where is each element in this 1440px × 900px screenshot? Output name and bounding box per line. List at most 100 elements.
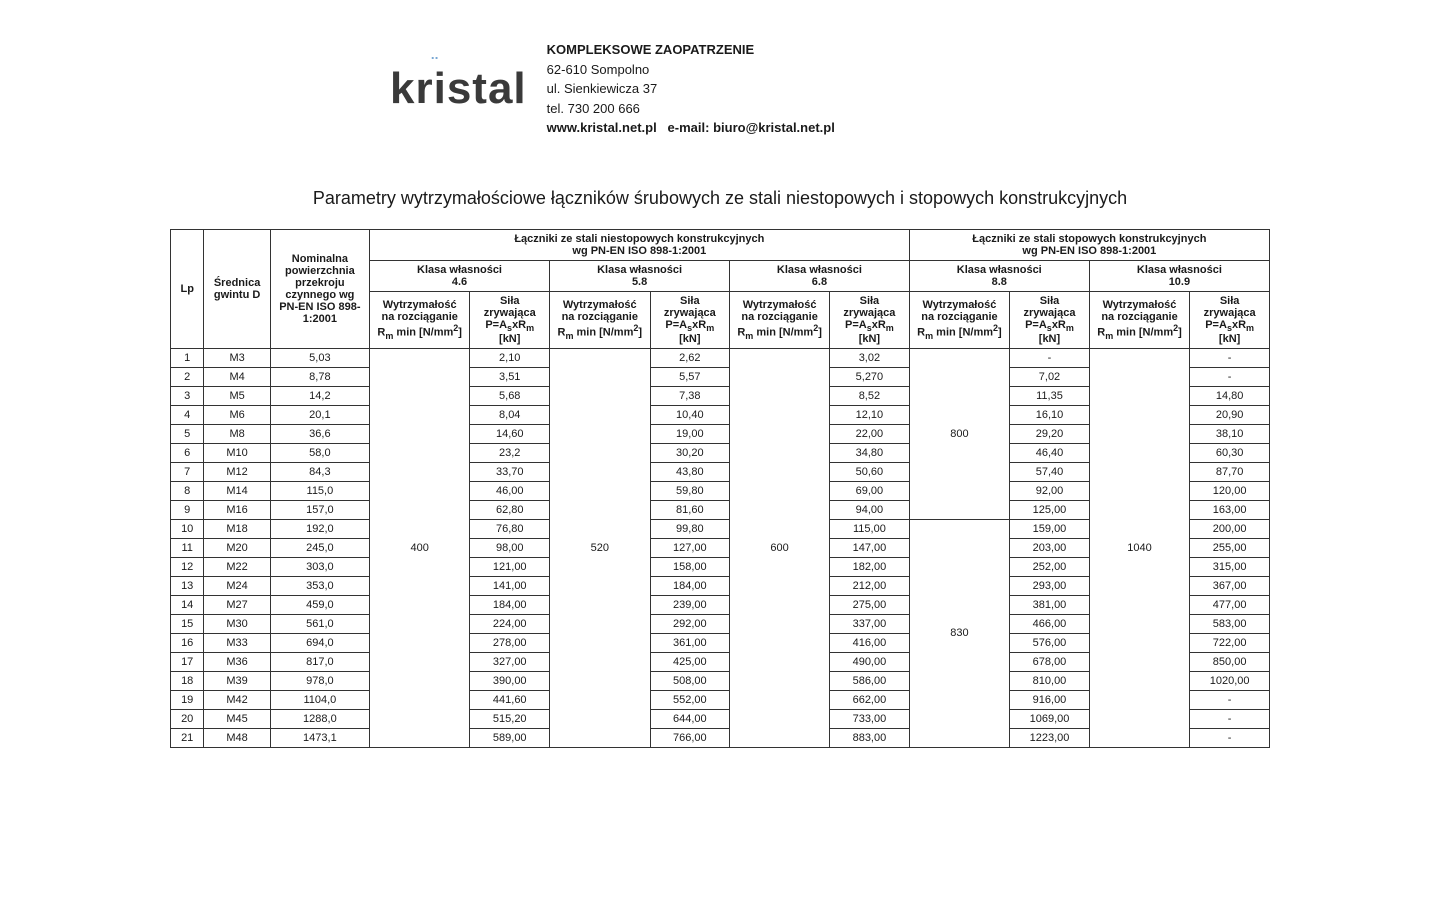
cell-lp: 6: [171, 443, 204, 462]
cell-p109: 20,90: [1190, 405, 1270, 424]
cell-diameter: M10: [204, 443, 270, 462]
cell-p109: 200,00: [1190, 519, 1270, 538]
cell-p88: 678,00: [1010, 652, 1090, 671]
cell-p68: 34,80: [830, 443, 910, 462]
cell-p68: 22,00: [830, 424, 910, 443]
cell-diameter: M14: [204, 481, 270, 500]
cell-p109: -: [1190, 690, 1270, 709]
cell-p68: 94,00: [830, 500, 910, 519]
cell-p46: 515,20: [470, 709, 550, 728]
cell-rm-58: 520: [550, 348, 650, 747]
cell-p109: 255,00: [1190, 538, 1270, 557]
cell-p58: 552,00: [650, 690, 730, 709]
cell-p88: 46,40: [1010, 443, 1090, 462]
cell-p46: 327,00: [470, 652, 550, 671]
cell-diameter: M6: [204, 405, 270, 424]
cell-p58: 81,60: [650, 500, 730, 519]
cell-p58: 43,80: [650, 462, 730, 481]
cell-p88: 466,00: [1010, 614, 1090, 633]
cell-p46: 98,00: [470, 538, 550, 557]
cell-p109: 14,80: [1190, 386, 1270, 405]
tel: tel. 730 200 666: [547, 99, 835, 119]
cell-area: 58,0: [270, 443, 369, 462]
cell-lp: 14: [171, 595, 204, 614]
cell-p58: 2,62: [650, 348, 730, 367]
th-lp: Lp: [171, 229, 204, 348]
cell-p58: 644,00: [650, 709, 730, 728]
table-body: 1M35,034002,105202,626003,02800-1040-2M4…: [171, 348, 1270, 747]
cell-p46: 46,00: [470, 481, 550, 500]
cell-lp: 21: [171, 728, 204, 747]
th-rm-88: Wytrzymałość na rozciąganie Rm min [N/mm…: [909, 291, 1009, 348]
cell-p58: 158,00: [650, 557, 730, 576]
cell-p88: 7,02: [1010, 367, 1090, 386]
cell-p88: 29,20: [1010, 424, 1090, 443]
th-p-46: Siła zrywająca P=AsxRm [kN]: [470, 291, 550, 348]
cell-lp: 17: [171, 652, 204, 671]
email: biuro@kristal.net.pl: [713, 120, 835, 135]
th-group-alloy-label: Łączniki ze stali stopowych konstrukcyjn…: [972, 233, 1206, 245]
cell-diameter: M27: [204, 595, 270, 614]
page: kri¨stal KOMPLEKSOWE ZAOPATRZENIE 62-610…: [0, 0, 1440, 788]
contact-line: www.kristal.net.pl e-mail: biuro@kristal…: [547, 118, 835, 138]
cell-p46: 3,51: [470, 367, 550, 386]
cell-diameter: M42: [204, 690, 270, 709]
table-head: Lp Średnica gwintu D Nominalna powierzch…: [171, 229, 1270, 348]
cell-p88: 92,00: [1010, 481, 1090, 500]
cell-p109: 477,00: [1190, 595, 1270, 614]
cell-p109: -: [1190, 367, 1270, 386]
company-info: KOMPLEKSOWE ZAOPATRZENIE 62-610 Sompolno…: [547, 40, 835, 138]
cell-p46: 62,80: [470, 500, 550, 519]
th-group-nonalloy-std: wg PN-EN ISO 898-1:2001: [572, 245, 706, 257]
cell-p88: 1223,00: [1010, 728, 1090, 747]
cell-p109: 367,00: [1190, 576, 1270, 595]
cell-p68: 12,10: [830, 405, 910, 424]
cell-area: 84,3: [270, 462, 369, 481]
th-diameter: Średnica gwintu D: [204, 229, 270, 348]
cell-p46: 2,10: [470, 348, 550, 367]
cell-p68: 3,02: [830, 348, 910, 367]
cell-p58: 292,00: [650, 614, 730, 633]
th-class-109: Klasa własności10.9: [1089, 260, 1269, 291]
cell-diameter: M18: [204, 519, 270, 538]
cell-p88: 381,00: [1010, 595, 1090, 614]
cell-p58: 766,00: [650, 728, 730, 747]
th-nominal-area: Nominalna powierzchnia przekroju czynneg…: [270, 229, 369, 348]
cell-p46: 141,00: [470, 576, 550, 595]
cell-area: 1288,0: [270, 709, 369, 728]
cell-p68: 182,00: [830, 557, 910, 576]
cell-p68: 662,00: [830, 690, 910, 709]
cell-p58: 184,00: [650, 576, 730, 595]
cell-p109: 1020,00: [1190, 671, 1270, 690]
th-p-109: Siła zrywająca P=AsxRm [kN]: [1190, 291, 1270, 348]
cell-p109: 87,70: [1190, 462, 1270, 481]
letterhead: kri¨stal KOMPLEKSOWE ZAOPATRZENIE 62-610…: [390, 40, 1270, 138]
cell-p46: 14,60: [470, 424, 550, 443]
page-title: Parametry wytrzymałościowe łączników śru…: [170, 188, 1270, 209]
cell-area: 353,0: [270, 576, 369, 595]
cell-p58: 10,40: [650, 405, 730, 424]
cell-diameter: M12: [204, 462, 270, 481]
cell-p46: 8,04: [470, 405, 550, 424]
cell-lp: 18: [171, 671, 204, 690]
cell-p88: 916,00: [1010, 690, 1090, 709]
cell-lp: 20: [171, 709, 204, 728]
cell-lp: 15: [171, 614, 204, 633]
cell-diameter: M3: [204, 348, 270, 367]
cell-p88: 159,00: [1010, 519, 1090, 538]
cell-rm-88a: 800: [909, 348, 1009, 519]
cell-area: 459,0: [270, 595, 369, 614]
cell-p58: 361,00: [650, 633, 730, 652]
cell-diameter: M48: [204, 728, 270, 747]
cell-p109: 850,00: [1190, 652, 1270, 671]
th-group-alloy-std: wg PN-EN ISO 898-1:2001: [1022, 245, 1156, 257]
cell-rm-88b: 830: [909, 519, 1009, 747]
cell-p109: -: [1190, 709, 1270, 728]
cell-p88: 293,00: [1010, 576, 1090, 595]
cell-p68: 883,00: [830, 728, 910, 747]
cell-area: 1104,0: [270, 690, 369, 709]
table-row: 1M35,034002,105202,626003,02800-1040-: [171, 348, 1270, 367]
cell-p58: 425,00: [650, 652, 730, 671]
th-group-alloy: Łączniki ze stali stopowych konstrukcyjn…: [909, 229, 1269, 260]
th-rm-68: Wytrzymałość na rozciąganie Rm min [N/mm…: [730, 291, 830, 348]
